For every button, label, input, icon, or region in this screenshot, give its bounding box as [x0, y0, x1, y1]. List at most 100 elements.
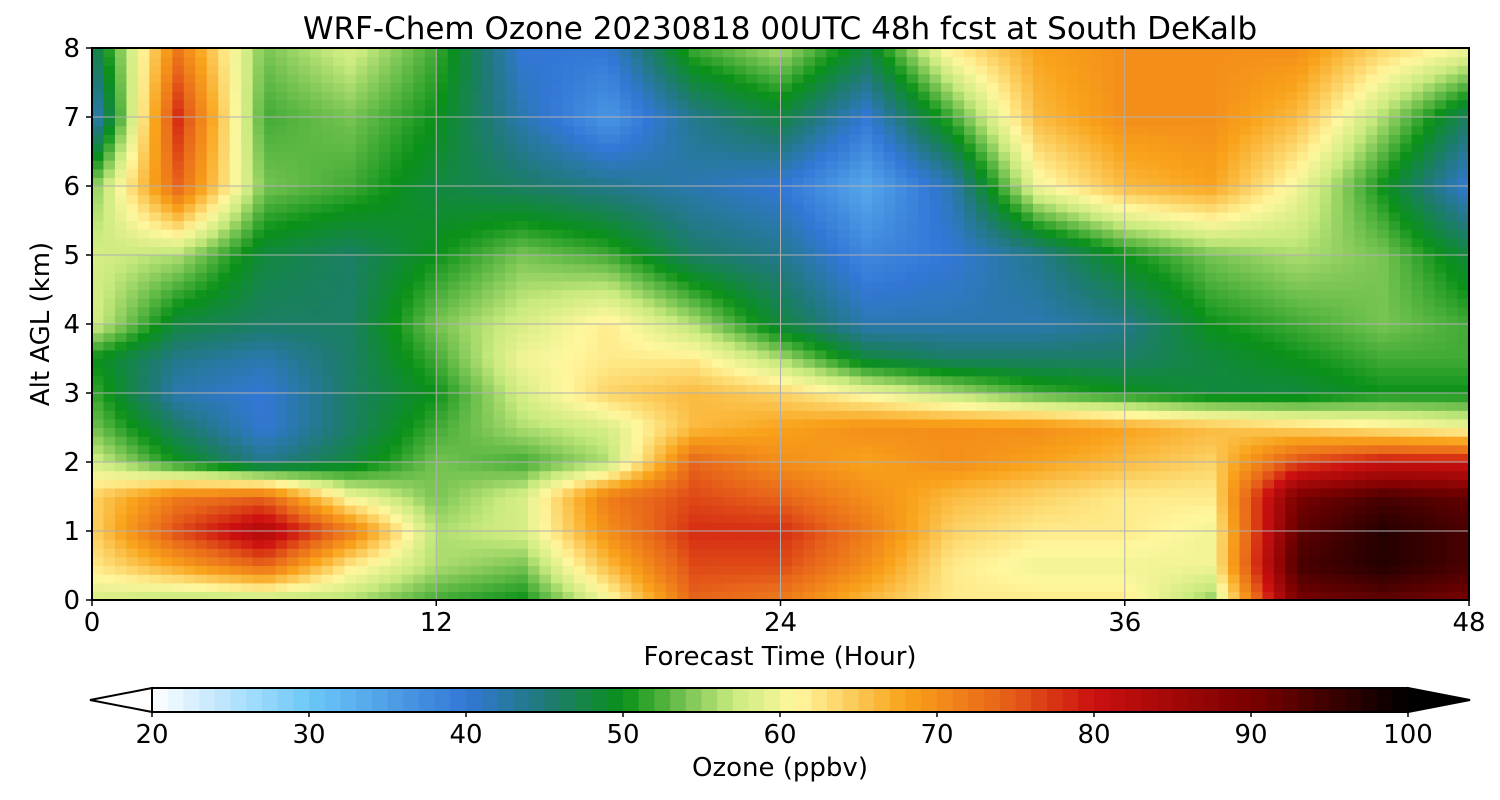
heatmap-cell [344, 479, 357, 489]
heatmap-cell [1021, 332, 1034, 342]
heatmap-cell [195, 272, 208, 282]
heatmap-cell [172, 444, 185, 454]
heatmap-cell [619, 298, 632, 308]
heatmap-cell [975, 574, 988, 584]
heatmap-cell [367, 556, 380, 567]
heatmap-cell [424, 556, 437, 567]
heatmap-cell [539, 479, 552, 489]
heatmap-cell [608, 548, 621, 558]
heatmap-cell [447, 410, 460, 420]
heatmap-cell [757, 470, 770, 480]
heatmap-cell [493, 306, 506, 316]
heatmap-cell [814, 487, 827, 498]
heatmap-cell [252, 237, 265, 247]
heatmap-cell [677, 272, 690, 282]
heatmap-cell [883, 341, 896, 351]
heatmap-cell [1124, 384, 1137, 394]
heatmap-cell [1193, 418, 1206, 429]
heatmap-cell [654, 375, 667, 385]
heatmap-cell [849, 367, 862, 377]
heatmap-cell [1388, 531, 1401, 541]
heatmap-cell [1032, 358, 1046, 368]
heatmap-cell [711, 263, 724, 273]
heatmap-cell [321, 505, 334, 515]
heatmap-cell [1262, 272, 1275, 282]
heatmap-cell [987, 332, 1000, 342]
heatmap-cell [1067, 444, 1080, 454]
heatmap-cell [1067, 436, 1080, 446]
heatmap-cell [1044, 487, 1057, 498]
heatmap-cell [126, 462, 139, 472]
heatmap-cell [1423, 375, 1436, 385]
heatmap-cell [103, 531, 116, 541]
heatmap-cell [264, 341, 277, 351]
heatmap-cell [103, 324, 116, 334]
heatmap-cell [746, 505, 759, 515]
heatmap-cell [837, 591, 850, 600]
heatmap-cell [1296, 410, 1309, 420]
heatmap-cell [791, 505, 805, 515]
heatmap-cell [895, 306, 908, 316]
heatmap-cell [918, 496, 931, 506]
heatmap-cell [344, 367, 357, 377]
heatmap-cell [401, 393, 414, 403]
heatmap-cell [436, 315, 449, 325]
heatmap-cell [332, 393, 346, 403]
heatmap-cell [1228, 574, 1241, 584]
heatmap-cell [608, 289, 621, 299]
heatmap-cell [92, 539, 105, 549]
heatmap-cell [608, 427, 621, 437]
heatmap-cell [528, 582, 541, 592]
heatmap-cell [528, 263, 541, 273]
heatmap-cell [1296, 306, 1309, 316]
heatmap-cell [390, 574, 403, 584]
heatmap-cell [1423, 272, 1436, 282]
heatmap-cell [1124, 462, 1137, 472]
heatmap-cell [1446, 513, 1459, 523]
heatmap-cell [1285, 548, 1298, 558]
heatmap-cell [160, 444, 173, 454]
heatmap-cell [459, 324, 472, 334]
heatmap-cell [1228, 444, 1241, 454]
heatmap-cell [344, 565, 357, 575]
heatmap-cell [539, 315, 552, 325]
heatmap-cell [539, 462, 552, 472]
heatmap-cell [952, 349, 965, 360]
heatmap-cell [562, 263, 575, 273]
heatmap-cell [1400, 582, 1413, 592]
heatmap-cell [528, 401, 541, 411]
heatmap-cell [229, 427, 242, 437]
heatmap-cell [941, 522, 954, 532]
heatmap-cell [734, 410, 747, 420]
heatmap-cell [310, 531, 323, 541]
heatmap-cell [975, 556, 988, 567]
heatmap-cell [1388, 427, 1401, 437]
heatmap-cell [814, 548, 827, 558]
heatmap-cell [1434, 444, 1447, 454]
heatmap-cell [987, 556, 1000, 567]
heatmap-cell [252, 539, 265, 549]
heatmap-cell [952, 306, 965, 316]
heatmap-cell [241, 591, 254, 600]
heatmap-cell [367, 487, 380, 498]
heatmap-cell [195, 418, 208, 429]
heatmap-cell [1044, 280, 1057, 291]
heatmap-cell [505, 548, 518, 558]
heatmap-cell [826, 444, 839, 454]
heatmap-cell [952, 237, 965, 247]
heatmap-cell [837, 349, 850, 360]
heatmap-cell [642, 591, 655, 600]
heatmap-cell [1090, 324, 1103, 334]
heatmap-cell [378, 358, 391, 368]
heatmap-cell [1182, 453, 1195, 463]
heatmap-cell [1021, 358, 1034, 368]
heatmap-cell [1377, 531, 1390, 541]
heatmap-cell [1067, 315, 1080, 325]
heatmap-cell [837, 280, 850, 291]
heatmap-cell [688, 341, 701, 351]
heatmap-cell [1228, 591, 1241, 600]
heatmap-cell [126, 548, 139, 558]
heatmap-cell [1400, 263, 1413, 273]
heatmap-cell [665, 462, 678, 472]
heatmap-cell [1446, 436, 1459, 446]
